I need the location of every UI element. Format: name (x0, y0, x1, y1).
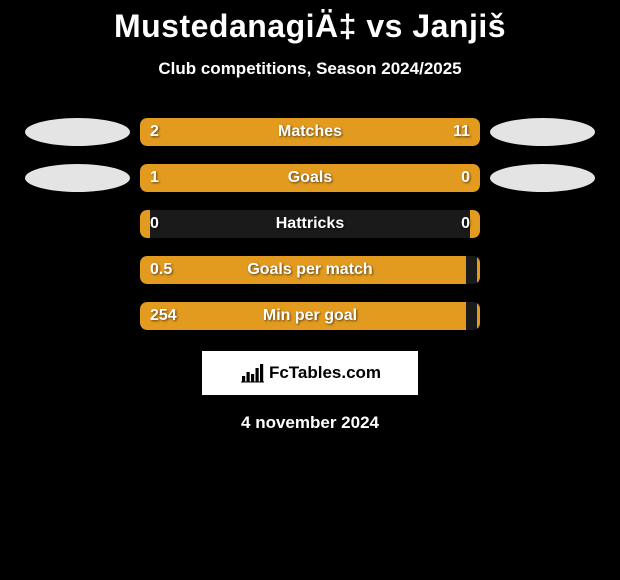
brand-text: FcTables.com (269, 363, 381, 383)
bar-track: 0.5Goals per match (140, 256, 480, 284)
comparison-rows: 211Matches 10Goals 00Hattricks 0.5Goals per… (0, 109, 620, 339)
comparison-row: 254Min per goal (0, 293, 620, 339)
date-text: 4 november 2024 (0, 413, 620, 433)
bar-track: 00Hattricks (140, 210, 480, 238)
bar-chart-icon (239, 362, 265, 384)
player-left-oval (25, 164, 130, 192)
brand-box: FcTables.com (202, 351, 418, 395)
bar-track: 10Goals (140, 164, 480, 192)
player-right-oval (490, 118, 595, 146)
bar-label: Min per goal (140, 302, 480, 330)
comparison-row: 0.5Goals per match (0, 247, 620, 293)
bar-track: 254Min per goal (140, 302, 480, 330)
comparison-row: 10Goals (0, 155, 620, 201)
bar-label: Matches (140, 118, 480, 146)
bar-track: 211Matches (140, 118, 480, 146)
player-left-oval (25, 118, 130, 146)
subtitle: Club competitions, Season 2024/2025 (0, 59, 620, 79)
page-title: MustedanagiÄ‡ vs Janjiš (0, 0, 620, 45)
comparison-row: 00Hattricks (0, 201, 620, 247)
player-right-oval (490, 164, 595, 192)
bar-label: Goals per match (140, 256, 480, 284)
bar-label: Goals (140, 164, 480, 192)
comparison-row: 211Matches (0, 109, 620, 155)
bar-label: Hattricks (140, 210, 480, 238)
